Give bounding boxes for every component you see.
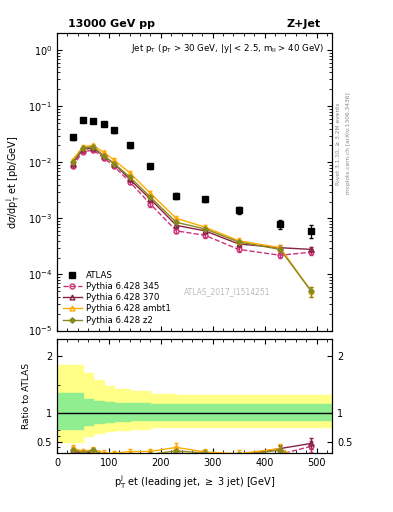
Text: Jet p$_\mathsf{T}$ (p$_\mathsf{T}$ > 30 GeV, |y| < 2.5, m$_\mathsf{ll}$ > 40 GeV: Jet p$_\mathsf{T}$ (p$_\mathsf{T}$ > 30 … <box>131 42 324 55</box>
Text: Z+Jet: Z+Jet <box>287 19 321 29</box>
Y-axis label: Ratio to ATLAS: Ratio to ATLAS <box>22 363 31 429</box>
Y-axis label: d$\sigma$/dp$_\mathsf{T}^\mathsf{j}$ et [pb/GeV]: d$\sigma$/dp$_\mathsf{T}^\mathsf{j}$ et … <box>5 135 22 228</box>
Text: Rivet 3.1.10, ≥ 3.2M events: Rivet 3.1.10, ≥ 3.2M events <box>336 102 341 185</box>
Text: mcplots.cern.ch [arXiv:1306.3436]: mcplots.cern.ch [arXiv:1306.3436] <box>346 93 351 194</box>
Text: ATLAS_2017_I1514251: ATLAS_2017_I1514251 <box>184 287 271 296</box>
Text: 13000 GeV pp: 13000 GeV pp <box>68 19 155 29</box>
Legend: ATLAS, Pythia 6.428 345, Pythia 6.428 370, Pythia 6.428 ambt1, Pythia 6.428 z2: ATLAS, Pythia 6.428 345, Pythia 6.428 37… <box>60 267 174 328</box>
X-axis label: p$_\mathsf{T}^\mathsf{j}$ et (leading jet, $\geq$ 3 jet) [GeV]: p$_\mathsf{T}^\mathsf{j}$ et (leading je… <box>114 474 275 492</box>
